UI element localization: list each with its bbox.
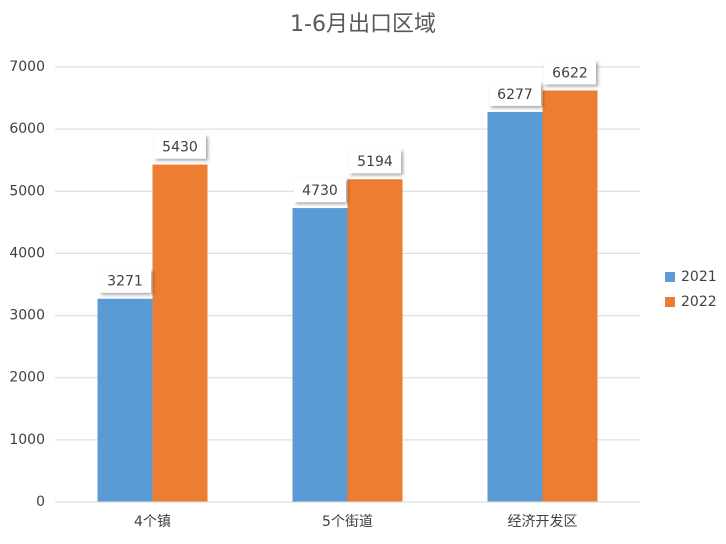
bar [152,164,208,503]
y-tick-label: 4000 [9,245,45,261]
data-label-box [544,60,596,85]
y-tick-label: 1000 [9,432,45,448]
y-tick-label: 3000 [9,308,45,324]
y-tick-label: 5000 [9,183,45,199]
y-tick-label: 0 [36,494,45,510]
bar [292,208,348,503]
legend-label: 2022 [681,294,717,310]
data-label-box [349,149,401,174]
data-label-box [489,81,541,106]
x-tick-label: 4个镇 [134,514,171,530]
data-label: 6277 [497,87,533,103]
x-tick-label: 5个街道 [322,514,373,530]
data-label-box [99,268,151,293]
legend-label: 2021 [681,269,717,285]
chart-title: 1-6月出口区域 [290,12,436,37]
x-tick-label: 经济开发区 [508,514,578,530]
data-label: 4730 [302,183,338,199]
y-tick-label: 2000 [9,370,45,386]
data-label: 6622 [552,65,588,81]
bar [487,111,543,502]
legend-swatch [665,272,675,282]
y-tick-label: 6000 [9,121,45,137]
data-label: 3271 [107,274,143,290]
bar [542,90,598,503]
bar [97,298,153,502]
data-label-box [154,134,206,159]
y-tick-label: 7000 [9,59,45,75]
data-label-box [294,178,346,203]
data-label: 5430 [162,140,198,156]
bar [347,179,403,503]
legend-swatch [665,297,675,307]
data-label: 5194 [357,154,393,170]
